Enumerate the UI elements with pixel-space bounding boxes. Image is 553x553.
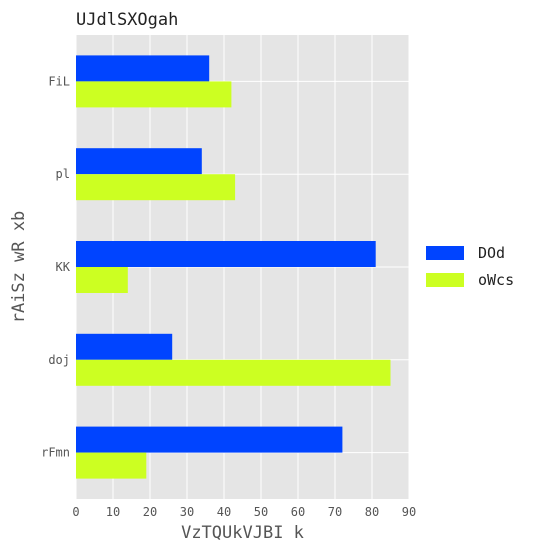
- x-tick-label: 20: [143, 505, 157, 519]
- chart-title: UJdlSXOgah: [76, 10, 178, 30]
- bar-DOd-doj: [76, 333, 173, 360]
- x-tick-label: 80: [365, 505, 379, 519]
- bar-oWcs-pl: [76, 174, 236, 201]
- bar-DOd-pl: [76, 148, 202, 175]
- x-tick-label: 50: [254, 505, 268, 519]
- y-tick-label: rFmn: [41, 446, 70, 460]
- x-axis-label: VzTQUkVJBI k: [181, 523, 304, 543]
- x-tick-label: 0: [72, 505, 79, 519]
- bar-DOd-rFmn: [76, 426, 343, 453]
- x-tick-label: 40: [217, 505, 231, 519]
- y-tick-label: FiL: [48, 74, 70, 88]
- bar-oWcs-doj: [76, 359, 391, 386]
- x-tick-labels: 0 10 20 30 40 50 60 70 80 90: [72, 505, 416, 519]
- y-tick-label: pl: [56, 167, 70, 181]
- y-tick-label: doj: [48, 353, 70, 367]
- bar-DOd-KK: [76, 241, 376, 267]
- x-tick-label: 30: [180, 505, 194, 519]
- legend: DOd oWcs: [426, 244, 514, 289]
- bar-oWcs-KK: [76, 267, 128, 293]
- legend-label-DOd: DOd: [478, 244, 505, 262]
- x-tick-label: 90: [402, 505, 416, 519]
- legend-swatch-oWcs: [426, 273, 464, 287]
- x-tick-label: 10: [106, 505, 120, 519]
- bars: [76, 55, 391, 479]
- x-tick-label: 70: [328, 505, 342, 519]
- bar-oWcs-FiL: [76, 81, 232, 108]
- x-tick-label: 60: [291, 505, 305, 519]
- y-tick-label: KK: [56, 260, 71, 274]
- bar-oWcs-rFmn: [76, 452, 147, 479]
- legend-swatch-DOd: [426, 246, 464, 260]
- bar-DOd-FiL: [76, 55, 210, 82]
- y-axis-label: rAiSz wR xb: [9, 211, 29, 324]
- legend-label-oWcs: oWcs: [478, 271, 514, 289]
- y-tick-labels: FiL pl KK doj rFmn: [41, 74, 71, 459]
